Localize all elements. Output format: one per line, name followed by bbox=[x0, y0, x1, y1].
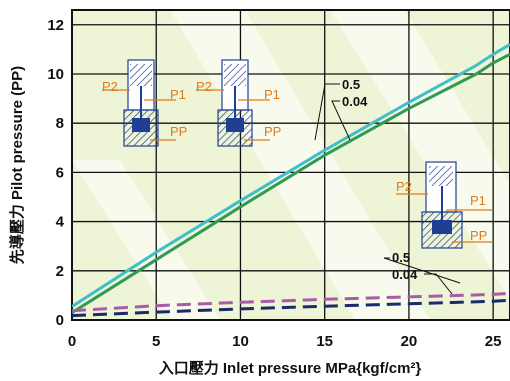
annotation-solid-0-04: 0.04 bbox=[342, 94, 368, 109]
port-label-pp: PP bbox=[264, 124, 281, 139]
x-axis-title: 入口壓力 Inlet pressure MPa{kgf/cm²} bbox=[159, 359, 422, 377]
tick-labels: 0 5 10 15 20 25 0 2 4 6 8 10 12 bbox=[47, 17, 501, 350]
x-tick-label: 20 bbox=[401, 333, 418, 350]
valve-diagram-3 bbox=[396, 161, 492, 249]
y-tick-label: 12 bbox=[47, 17, 64, 34]
annotation-solid-0-5: 0.5 bbox=[342, 77, 360, 92]
port-label-p1: P1 bbox=[170, 87, 186, 102]
series-line-4 bbox=[72, 298, 510, 318]
y-tick-label: 0 bbox=[56, 312, 64, 329]
x-tick-label: 25 bbox=[485, 333, 502, 350]
series-line-3 bbox=[72, 291, 510, 313]
y-tick-label: 4 bbox=[56, 214, 65, 231]
solid-series-annotation: 0.5 0.04 bbox=[314, 77, 368, 141]
x-tick-label: 5 bbox=[152, 333, 160, 350]
port-label-p2: P2 bbox=[196, 79, 212, 94]
port-label-p1: P1 bbox=[264, 87, 280, 102]
y-tick-label: 10 bbox=[47, 66, 64, 83]
annotation-dashed-0-04: 0.04 bbox=[392, 267, 418, 282]
valve-diagram-1 bbox=[102, 59, 176, 147]
annotation-dashed-0-5: 0.5 bbox=[392, 250, 410, 265]
valve-diagram-2 bbox=[196, 59, 270, 147]
y-tick-label: 2 bbox=[56, 263, 64, 280]
y-tick-label: 6 bbox=[56, 164, 64, 181]
port-label-pp: PP bbox=[170, 124, 187, 139]
port-label-p1: P1 bbox=[470, 193, 486, 208]
valve-port-labels: P2 P1 PP P2 P1 PP P2 P1 PP bbox=[102, 79, 487, 243]
series-line-1 bbox=[72, 43, 510, 308]
y-tick-label: 8 bbox=[56, 115, 64, 132]
series-line-2 bbox=[72, 52, 510, 314]
port-label-p2: P2 bbox=[102, 79, 118, 94]
x-tick-label: 15 bbox=[316, 333, 333, 350]
port-label-p2: P2 bbox=[396, 179, 412, 194]
plot-frame bbox=[71, 9, 510, 321]
y-axis-title: 先導壓力 Pilot pressure (PP) bbox=[8, 66, 26, 264]
port-label-pp: PP bbox=[470, 228, 487, 243]
x-tick-label: 0 bbox=[68, 333, 76, 350]
x-tick-label: 10 bbox=[232, 333, 249, 350]
dashed-series-annotation: 0.5 0.04 bbox=[383, 250, 461, 295]
series-layer bbox=[72, 43, 510, 318]
